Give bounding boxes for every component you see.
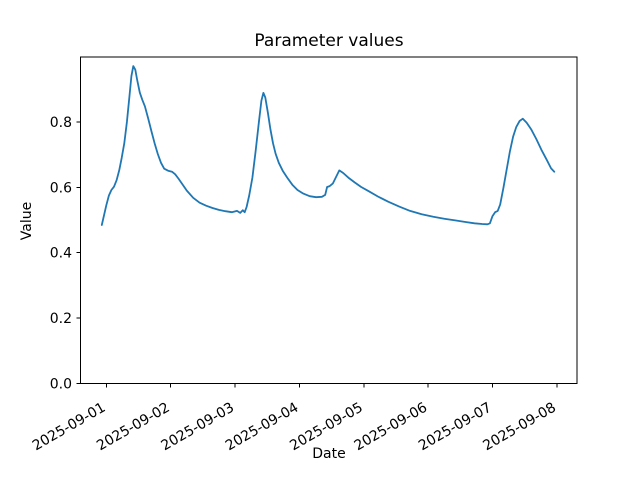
data-line [100, 65, 556, 226]
y-tick-label: 0.0 [50, 377, 72, 393]
chart-title: Parameter values [254, 31, 404, 51]
y-tick-label: 0.4 [50, 246, 72, 262]
plot-border [80, 56, 578, 384]
y-tick-label: 0.2 [50, 311, 72, 327]
y-tick-label: 0.8 [50, 115, 72, 131]
y-tick-label: 0.6 [50, 180, 72, 196]
y-axis-title: Value [19, 201, 35, 241]
x-axis-title: Date [312, 446, 346, 462]
